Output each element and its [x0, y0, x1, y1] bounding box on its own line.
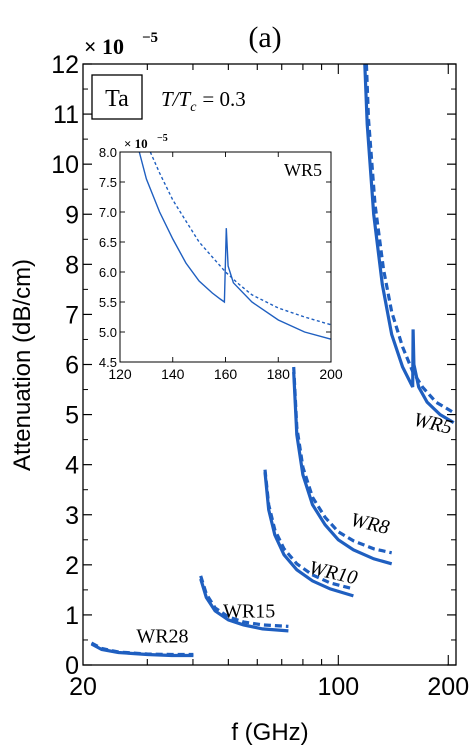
series-label-wr5: WR5	[411, 409, 454, 439]
temperature-label: T/Tc = 0.3	[161, 87, 246, 115]
series-solid-wr28	[90, 642, 194, 658]
x-tick-label: 200	[427, 673, 469, 701]
inset-multiplier-exponent: −5	[157, 133, 168, 144]
inset-frame	[119, 151, 332, 363]
x-tick-label: 20	[69, 673, 97, 701]
material-box	[91, 74, 143, 120]
y-tick-label: 11	[53, 101, 79, 129]
y-multiplier: × 10 −5	[84, 30, 158, 59]
y-tick-label: 7	[65, 301, 79, 329]
inset-y-tick-label: 4.5	[99, 355, 117, 370]
material-label: Ta	[105, 86, 129, 112]
series-solid-wr15	[199, 578, 289, 633]
inset-x-tick-label: 140	[161, 366, 185, 382]
inset-x-tick-label: 180	[267, 366, 291, 382]
inset-title: WR5	[284, 160, 322, 180]
y-tick-label: 3	[65, 502, 79, 530]
main-series	[90, 63, 455, 658]
y-tick-label: 0	[65, 652, 79, 680]
series-solid-wr10	[263, 472, 354, 598]
y-tick-label: 1	[65, 602, 79, 630]
inset-y-tick-label: 6.0	[99, 265, 117, 280]
inset-series-solid	[138, 151, 332, 340]
temperature-subscript: c	[190, 100, 197, 115]
series-label-wr8: WR8	[348, 509, 391, 539]
inset-y-tick-label: 7.5	[99, 175, 117, 190]
inset-ticks: 4.5 5.0 5.5 6.0 6.5 7.0 7.5 8.0 120 140 160 180 200	[99, 145, 343, 382]
y-multiplier-text: × 10	[84, 34, 124, 59]
x-tick-label: 100	[317, 673, 359, 701]
inset-x-tick-label: 160	[214, 366, 238, 382]
series-dashed-wr5	[364, 63, 455, 414]
y-tick-label: 8	[65, 251, 79, 279]
series-label-wr28: WR28	[136, 625, 188, 647]
plot-frame	[82, 63, 457, 666]
y-tick-label: 6	[65, 352, 79, 380]
inset-y-tick-label: 5.5	[99, 295, 117, 310]
inset-multiplier-text: × 10	[124, 136, 148, 151]
series-solid-wr8	[292, 371, 393, 566]
inset-series	[138, 151, 332, 340]
y-tick-label: 2	[65, 552, 79, 580]
inset-y-tick-label: 8.0	[99, 145, 117, 160]
temperature-value: = 0.3	[202, 87, 245, 111]
y-tick-label: 4	[65, 452, 79, 480]
material-annotation: Ta T/Tc = 0.3	[91, 74, 246, 120]
inset-y-tick-label: 5.0	[99, 325, 117, 340]
y-axis-label: Attenuation (dB/cm)	[9, 259, 36, 471]
panel-label: (a)	[248, 21, 281, 54]
inset-plot: × 10 −5 4.5 5.0 5.5 6.0 6.5 7.0 7.5 8.0 120 140 16…	[99, 133, 343, 382]
y-tick-label: 10	[51, 151, 79, 179]
series-solid-wr5	[363, 63, 455, 424]
y-tick-label: 5	[65, 402, 79, 430]
x-axis-label: f (GHz)	[231, 719, 308, 746]
inset-y-tick-label: 7.0	[99, 205, 117, 220]
inset-x-tick-label: 200	[319, 366, 343, 382]
inset-x-tick-label: 120	[108, 366, 132, 382]
inset-series-dashed	[149, 151, 332, 326]
y-tick-label: 9	[65, 201, 79, 229]
series-label-wr15: WR15	[223, 600, 275, 622]
y-tick-label: 12	[51, 51, 79, 79]
temperature-ratio: T/T	[161, 87, 192, 111]
inset-y-tick-label: 6.5	[99, 235, 117, 250]
inset-y-multiplier: × 10 −5	[124, 133, 168, 151]
series-dashed-wr8	[292, 366, 393, 555]
y-multiplier-exponent: −5	[142, 30, 158, 46]
